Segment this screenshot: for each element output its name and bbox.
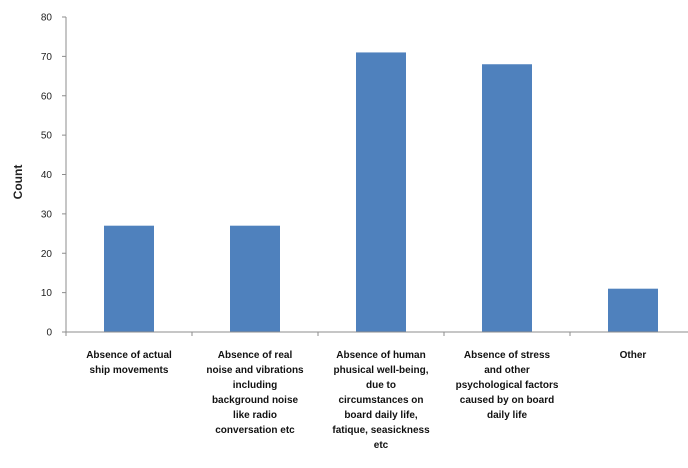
bar: [482, 64, 532, 332]
x-category-label-line: Absence of actual: [86, 350, 172, 361]
bar: [230, 225, 280, 332]
x-category-label-line: phusical well-being,: [333, 365, 428, 376]
x-category-label-line: caused by on board: [460, 395, 554, 406]
x-category-label-line: conversation etc: [215, 425, 295, 436]
bars: [104, 52, 658, 332]
y-tick-label: 10: [41, 288, 53, 299]
y-tick-label: 40: [41, 170, 53, 181]
x-category-label-line: Absence of real: [218, 350, 293, 361]
x-category-label-line: including: [233, 380, 277, 391]
x-category-label-line: daily life: [487, 410, 527, 421]
x-category-label-line: fatique, seasickness: [332, 425, 430, 436]
x-category-label-line: and other: [484, 365, 530, 376]
x-category-label-line: circumstances on: [338, 395, 423, 406]
x-category-label-line: ship movements: [90, 365, 169, 376]
y-axis: 0 10 20 30 40 50 60 70 80: [41, 13, 67, 339]
y-tick-label: 20: [41, 249, 53, 260]
x-category-label-line: etc: [374, 440, 389, 451]
y-tick-label: 50: [41, 131, 53, 142]
x-category-label-line: Other: [620, 350, 647, 361]
x-category-label-line: noise and vibrations: [206, 365, 304, 376]
bar: [356, 52, 406, 332]
y-axis-label: Count: [11, 165, 25, 200]
x-category-label-line: board daily life,: [344, 410, 418, 421]
y-tick-label: 80: [41, 13, 53, 24]
x-category-label: Absence of human phusical well-being, due …: [332, 350, 430, 451]
x-category-label: Other: [620, 350, 647, 361]
x-category-label-line: Absence of human: [336, 350, 425, 361]
y-tick-label: 0: [46, 328, 52, 339]
bar: [104, 225, 154, 332]
x-category-label: Absence of actual ship movements: [86, 350, 172, 376]
x-category-label-line: psychological factors: [456, 380, 559, 391]
x-category-label-line: background noise: [212, 395, 299, 406]
bar: [608, 288, 658, 332]
x-category-label-line: Absence of stress: [464, 350, 551, 361]
y-tick-label: 60: [41, 91, 53, 102]
x-category-label-line: due to: [366, 380, 396, 391]
x-category-label-line: like radio: [233, 410, 277, 421]
y-tick-label: 70: [41, 52, 53, 63]
y-tick-label: 30: [41, 209, 53, 220]
x-category-label: Absence of real noise and vibrations inclu…: [206, 350, 304, 436]
x-category-label: Absence of stress and other psychological …: [456, 350, 559, 421]
